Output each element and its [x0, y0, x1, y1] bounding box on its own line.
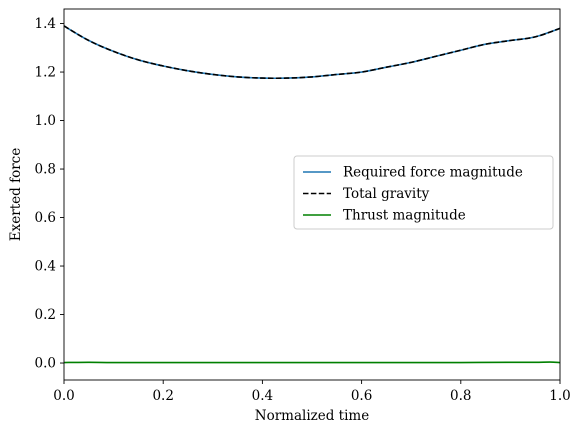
x-tick-label: 0.8 — [450, 388, 471, 404]
series-line-thrust-magnitude — [64, 361, 560, 364]
x-tick-label: 0.4 — [252, 388, 273, 404]
x-axis-ticks: 0.0 0.2 0.4 0.6 0.8 1.0 — [53, 380, 571, 404]
legend-box — [293, 155, 554, 230]
legend: Required force magnitude Total gravity Thr… — [293, 155, 554, 230]
legend-label-thrust-magnitude: Thrust magnitude — [343, 208, 466, 224]
x-tick-label: 1.0 — [549, 388, 570, 404]
y-tick-label: 1.2 — [35, 65, 56, 81]
x-tick-label: 0.2 — [152, 388, 173, 404]
series-lines — [64, 25, 560, 364]
x-axis-label: Normalized time — [255, 408, 369, 424]
axes-border — [63, 8, 561, 381]
x-tick-label: 0.0 — [53, 388, 74, 404]
y-tick-label: 0.0 — [35, 356, 56, 372]
y-tick-label: 1.4 — [35, 16, 56, 32]
series-line-total-gravity — [64, 25, 560, 80]
y-axis-ticks: 0.0 0.2 0.4 0.6 0.8 1.0 1.2 1.4 — [35, 16, 64, 372]
y-tick-label: 0.2 — [35, 307, 56, 323]
legend-label-required-force-magnitude: Required force magnitude — [343, 165, 523, 181]
y-tick-label: 0.4 — [35, 259, 56, 275]
y-axis-label: Exerted force — [8, 148, 24, 241]
y-tick-label: 0.6 — [35, 210, 56, 226]
legend-label-total-gravity: Total gravity — [343, 186, 430, 202]
axes-frame — [63, 8, 561, 381]
y-tick-label: 0.8 — [35, 162, 56, 178]
x-tick-label: 0.6 — [351, 388, 372, 404]
y-tick-label: 1.0 — [35, 113, 56, 129]
